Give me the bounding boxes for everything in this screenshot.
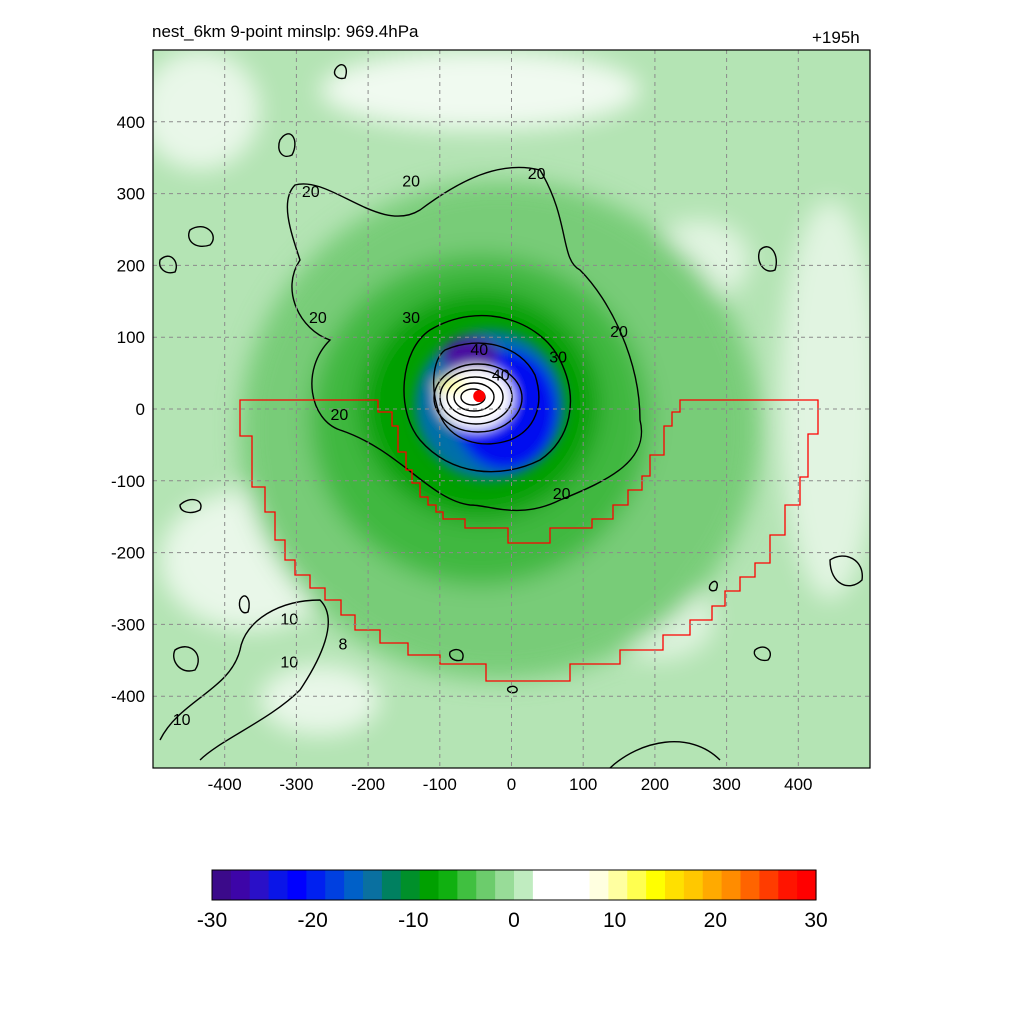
x-tick-label: -100 xyxy=(423,775,457,794)
colorbar-swatch xyxy=(381,870,402,900)
colorbar-swatch xyxy=(665,870,685,900)
colorbar-swatch xyxy=(249,870,270,900)
contour-label: 40 xyxy=(492,367,510,384)
contour-label: 20 xyxy=(610,324,628,341)
y-tick-label: -400 xyxy=(111,687,145,706)
contour-label: 30 xyxy=(402,310,420,327)
colorbar-swatch xyxy=(759,870,779,900)
y-tick-label: -300 xyxy=(111,615,145,634)
colorbar-swatch xyxy=(230,870,251,900)
colorbar-swatch xyxy=(476,870,496,900)
contour-label: 20 xyxy=(331,407,349,424)
colorbar-swatch xyxy=(287,870,307,900)
plot-frame xyxy=(152,49,871,769)
colorbar-swatch xyxy=(627,870,647,900)
colorbar-swatch xyxy=(589,870,609,900)
colorbar-swatch xyxy=(419,870,440,900)
colorbar-swatch xyxy=(702,870,723,900)
forecast-hour-label: +195h xyxy=(812,28,860,47)
colorbar-tick-label: 0 xyxy=(508,909,520,932)
contour-label: 10 xyxy=(280,654,298,671)
contour-label: 8 xyxy=(339,637,348,654)
x-tick-label: -300 xyxy=(279,775,313,794)
colorbar-swatch xyxy=(495,870,515,900)
colorbar-tick-label: 30 xyxy=(804,909,827,932)
contour-label: 20 xyxy=(302,184,320,201)
colorbar xyxy=(212,870,817,900)
y-tick-label: 200 xyxy=(117,256,145,275)
colorbar-swatch xyxy=(532,870,553,900)
colorbar-swatch xyxy=(438,870,458,900)
y-tick-label: -100 xyxy=(111,472,145,491)
contour-label: 10 xyxy=(280,611,298,628)
contour-label: 40 xyxy=(470,342,488,359)
x-tick-label: -200 xyxy=(351,775,385,794)
y-tick-label: 100 xyxy=(117,328,145,347)
contour-label: 20 xyxy=(309,310,327,327)
x-tick-label: 400 xyxy=(784,775,812,794)
contour-label: 20 xyxy=(528,166,546,183)
colorbar-swatch xyxy=(268,870,289,900)
colorbar-swatch xyxy=(363,870,383,900)
colorbar-swatch xyxy=(344,870,364,900)
colorbar-tick-label: -10 xyxy=(398,909,428,932)
y-tick-label: 0 xyxy=(136,400,145,419)
colorbar-swatch xyxy=(457,870,477,900)
colorbar-swatch xyxy=(212,870,232,900)
colorbar-swatch xyxy=(608,870,628,900)
colorbar-swatch xyxy=(514,870,534,900)
contour-label: 20 xyxy=(402,173,420,190)
colorbar-tick-label: 20 xyxy=(704,909,727,932)
colorbar-swatch xyxy=(551,870,572,900)
colorbar-swatch xyxy=(797,870,817,900)
colorbar-swatch xyxy=(325,870,345,900)
colorbar-swatch xyxy=(683,870,704,900)
x-tick-label: 0 xyxy=(507,775,516,794)
colorbar-tick-label: -30 xyxy=(197,909,227,932)
chart-title: nest_6km 9-point minslp: 969.4hPa xyxy=(152,22,419,41)
colorbar-swatch xyxy=(740,870,760,900)
colorbar-swatch xyxy=(778,870,798,900)
colorbar-tick-label: -20 xyxy=(297,909,327,932)
inner-domain-outline xyxy=(239,399,819,682)
x-tick-label: -400 xyxy=(208,775,242,794)
colorbar-tick-label: 10 xyxy=(603,909,626,932)
x-tick-label: 300 xyxy=(712,775,740,794)
y-tick-label: -200 xyxy=(111,544,145,563)
colorbar-swatch xyxy=(306,870,326,900)
x-tick-label: 100 xyxy=(569,775,597,794)
contour-label: 20 xyxy=(553,486,571,503)
y-tick-label: 400 xyxy=(117,113,145,132)
colorbar-swatch xyxy=(570,870,591,900)
x-tick-label: 200 xyxy=(641,775,669,794)
colorbar-swatch xyxy=(646,870,666,900)
colorbar-frame xyxy=(211,869,817,901)
contour-label: 10 xyxy=(173,712,191,729)
colorbar-swatch xyxy=(721,870,742,900)
colorbar-swatch xyxy=(400,870,421,900)
y-tick-label: 300 xyxy=(117,185,145,204)
storm-center-marker xyxy=(473,390,486,403)
